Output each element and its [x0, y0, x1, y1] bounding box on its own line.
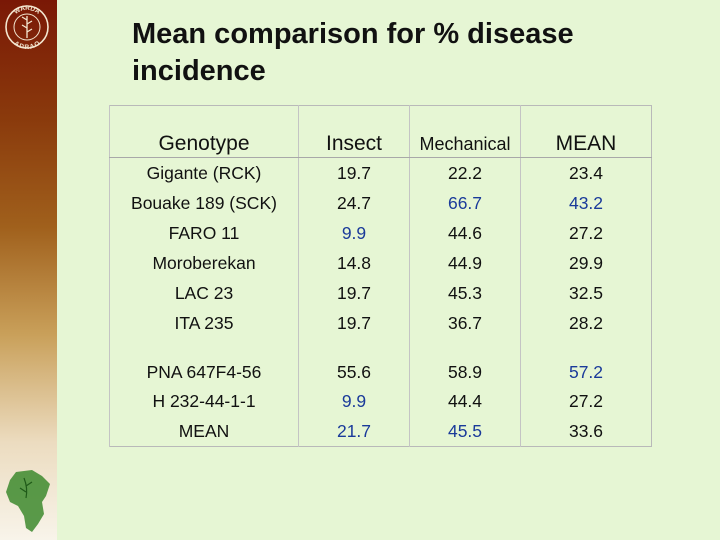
header-mechanical: Mechanical	[409, 105, 521, 158]
cell-mean: 43.2	[520, 188, 652, 218]
cell-mechanical: 44.4	[409, 386, 521, 416]
table-row-mean: MEAN 21.7 45.5 33.6	[109, 416, 652, 447]
cell-genotype: Gigante (RCK)	[109, 157, 299, 188]
cell-insect: 19.7	[298, 157, 410, 188]
cell-genotype: Moroberekan	[109, 248, 299, 278]
page-title: Mean comparison for % disease incidence	[132, 18, 574, 87]
table-row: PNA 647F4-56 55.6 58.9 57.2	[109, 338, 652, 386]
cell-mean: 23.4	[520, 157, 652, 188]
left-sidebar-band: WARDA ADRAO	[0, 0, 57, 540]
cell-mechanical: 36.7	[409, 308, 521, 338]
cell-mean: 27.2	[520, 386, 652, 416]
cell-insect: 55.6	[298, 338, 410, 386]
cell-mechanical: 44.6	[409, 218, 521, 248]
table-row: Bouake 189 (SCK) 24.7 66.7 43.2	[109, 188, 652, 218]
cell-insect: 9.9	[298, 386, 410, 416]
header-mean: MEAN	[520, 105, 652, 158]
cell-insect: 19.7	[298, 308, 410, 338]
cell-mechanical: 45.3	[409, 278, 521, 308]
cell-mechanical: 22.2	[409, 157, 521, 188]
warda-seal-icon: WARDA ADRAO	[5, 5, 49, 50]
cell-mean: 57.2	[520, 338, 652, 386]
cell-mean: 32.5	[520, 278, 652, 308]
cell-genotype: FARO 11	[109, 218, 299, 248]
logo-text-top: WARDA	[13, 5, 41, 16]
table-row: Moroberekan 14.8 44.9 29.9	[109, 248, 652, 278]
table-row: Gigante (RCK) 19.7 22.2 23.4	[109, 157, 652, 188]
cell-mean: 33.6	[520, 416, 652, 447]
logo-text-bottom: ADRAO	[13, 40, 42, 50]
cell-mechanical: 58.9	[409, 338, 521, 386]
cell-insect: 19.7	[298, 278, 410, 308]
disease-incidence-table: Genotype Insect Mechanical MEAN Gigante …	[109, 105, 652, 447]
table-header-row: Genotype Insect Mechanical MEAN	[109, 105, 652, 158]
cell-genotype: H 232-44-1-1	[109, 386, 299, 416]
cell-mean: 28.2	[520, 308, 652, 338]
cell-mechanical: 66.7	[409, 188, 521, 218]
cell-mechanical: 45.5	[409, 416, 521, 447]
cell-genotype: PNA 647F4-56	[109, 338, 299, 386]
cell-mechanical: 44.9	[409, 248, 521, 278]
cell-genotype: LAC 23	[109, 278, 299, 308]
cell-genotype: MEAN	[109, 416, 299, 447]
cell-mean: 27.2	[520, 218, 652, 248]
table-row: ITA 235 19.7 36.7 28.2	[109, 308, 652, 338]
cell-insect: 24.7	[298, 188, 410, 218]
table-row: LAC 23 19.7 45.3 32.5	[109, 278, 652, 308]
cell-mean: 29.9	[520, 248, 652, 278]
table-row: H 232-44-1-1 9.9 44.4 27.2	[109, 386, 652, 416]
table-row: FARO 11 9.9 44.6 27.2	[109, 218, 652, 248]
cell-genotype: ITA 235	[109, 308, 299, 338]
africa-rice-congress-icon	[6, 470, 50, 532]
cell-insect: 14.8	[298, 248, 410, 278]
header-genotype: Genotype	[109, 105, 299, 158]
cell-insect: 9.9	[298, 218, 410, 248]
cell-insect: 21.7	[298, 416, 410, 447]
cell-genotype: Bouake 189 (SCK)	[109, 188, 299, 218]
svg-text:ADRAO: ADRAO	[13, 40, 42, 50]
header-insect: Insect	[298, 105, 410, 158]
svg-text:WARDA: WARDA	[13, 5, 41, 16]
